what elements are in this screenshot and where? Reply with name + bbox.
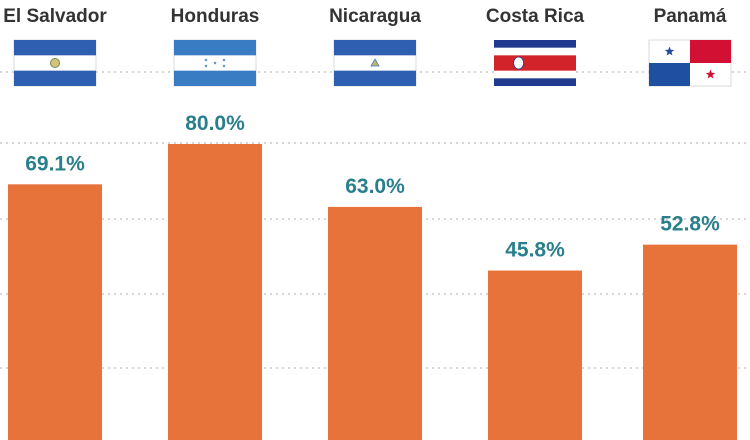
- labels-group: 69.1% El Salvador 80.0% Honduras 63.0% Nicara…: [3, 6, 727, 262]
- country-label: Costa Rica: [486, 6, 585, 27]
- flag-star: [204, 58, 208, 62]
- value-label: 69.1%: [25, 152, 85, 175]
- country-label: El Salvador: [3, 6, 107, 27]
- bar: [488, 270, 582, 440]
- grid-lines: [0, 71, 750, 369]
- flag-star: [664, 46, 675, 56]
- costa-rica-flag: [494, 40, 576, 86]
- country-label: Panamá: [654, 6, 727, 27]
- flags-group: [13, 39, 732, 87]
- honduras-flag: [173, 39, 257, 87]
- flag-star: [705, 69, 716, 79]
- flag-star: [204, 64, 208, 68]
- bars-group: [8, 144, 737, 440]
- panama-flag: [648, 39, 732, 87]
- value-label: 45.8%: [505, 239, 565, 262]
- flag-star: [222, 64, 226, 68]
- bar: [168, 144, 262, 440]
- value-label: 80.0%: [185, 112, 245, 135]
- el-salvador-flag: [13, 39, 97, 87]
- country-label: Nicaragua: [329, 6, 421, 27]
- coat-of-arms: [370, 58, 380, 67]
- bar: [8, 184, 102, 440]
- coat-of-arms: [50, 58, 60, 68]
- flag-star: [213, 61, 217, 65]
- bar: [328, 206, 422, 440]
- flag-star: [222, 58, 226, 62]
- country-label: Honduras: [171, 6, 260, 27]
- coat-of-arms: [513, 56, 524, 70]
- bar: [643, 244, 737, 440]
- value-label: 63.0%: [345, 175, 405, 198]
- value-label: 52.8%: [660, 213, 720, 236]
- nicaragua-flag: [333, 39, 417, 87]
